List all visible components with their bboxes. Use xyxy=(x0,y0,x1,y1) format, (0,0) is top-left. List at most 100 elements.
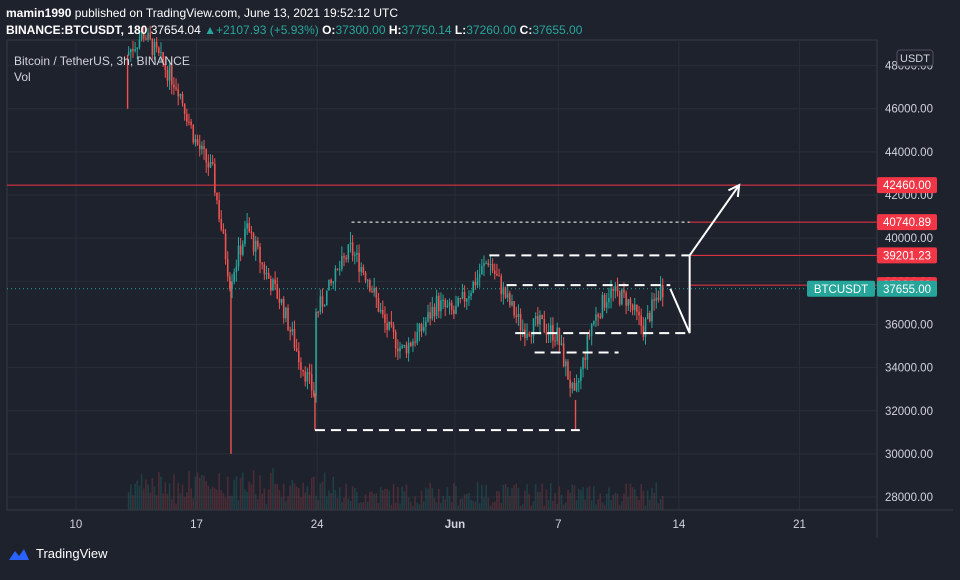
y-tick-label: 40000.00 xyxy=(885,233,933,245)
volume-bar xyxy=(151,478,154,510)
candle-body xyxy=(610,288,612,298)
y-tick-label: 34000.00 xyxy=(885,363,933,375)
candle-body xyxy=(502,287,505,295)
volume-bar xyxy=(207,485,210,510)
volume-bar xyxy=(541,483,543,510)
volume-bar xyxy=(196,472,199,510)
candle-body xyxy=(203,145,205,150)
candle-body xyxy=(211,161,214,164)
volume-bar xyxy=(226,476,229,510)
candle-body xyxy=(205,149,207,163)
footer-brand[interactable]: TradingView xyxy=(8,546,108,561)
volume-bar xyxy=(297,488,300,510)
candle-body xyxy=(261,262,263,265)
volume-bar xyxy=(465,494,468,510)
candle-body xyxy=(394,331,397,349)
arrow-head-icon xyxy=(727,183,741,198)
volume-bar xyxy=(252,470,255,510)
candle-body xyxy=(612,288,615,291)
volume-bar xyxy=(261,493,263,510)
volume-bar xyxy=(416,502,419,510)
volume-bar xyxy=(310,477,313,510)
volume-bar xyxy=(179,493,182,510)
y-tick-label: 32000.00 xyxy=(885,406,933,418)
volume-bar xyxy=(552,500,554,510)
volume-bar xyxy=(567,489,569,510)
volume-bar xyxy=(547,499,550,510)
volume-bar xyxy=(418,504,421,510)
volume-bar xyxy=(427,488,429,510)
volume-bar xyxy=(453,483,455,510)
volume-bar xyxy=(612,494,615,510)
volume-bar xyxy=(472,500,475,510)
volume-bar xyxy=(437,488,440,510)
candle-body xyxy=(149,32,152,39)
candle-body xyxy=(280,298,283,303)
volume-bar xyxy=(597,499,599,510)
candle-body xyxy=(341,256,343,270)
volume-bar xyxy=(317,500,319,510)
y-tick-label: 30000.00 xyxy=(885,449,933,461)
candle-body xyxy=(491,264,494,271)
candle-body xyxy=(541,314,543,320)
volume-bar xyxy=(145,479,147,510)
candle-body xyxy=(657,297,660,300)
candle-body xyxy=(474,281,477,286)
candle-body xyxy=(381,309,384,315)
candle-body xyxy=(181,94,184,104)
candle-body xyxy=(588,335,591,337)
volume-bar xyxy=(239,477,242,510)
candle-body xyxy=(175,87,177,90)
volume-bar xyxy=(517,487,520,510)
candle-body xyxy=(239,245,242,255)
candle-body xyxy=(633,304,636,311)
volume-bar xyxy=(573,485,576,510)
candle-body xyxy=(506,293,509,298)
volume-bar xyxy=(384,488,386,510)
candle-body xyxy=(291,329,294,332)
candle-body xyxy=(425,321,427,327)
candle-body xyxy=(287,307,289,330)
candle-body xyxy=(155,41,158,48)
drawing-annotations[interactable] xyxy=(314,183,741,432)
volume-bar xyxy=(653,492,655,510)
candle-body xyxy=(409,342,412,346)
candle-body xyxy=(220,219,223,230)
volume-bar xyxy=(521,504,524,510)
candle-body xyxy=(433,307,436,316)
volume-bar xyxy=(201,474,203,510)
candle-body xyxy=(345,257,347,260)
volume-bar xyxy=(519,505,522,510)
candle-body xyxy=(659,284,662,300)
candle-body xyxy=(562,343,565,367)
volume-bar xyxy=(244,489,246,510)
volume-bar xyxy=(392,483,395,510)
y-tick-label: 28000.00 xyxy=(885,492,933,504)
candle-body xyxy=(556,327,559,341)
candle-body xyxy=(209,161,212,168)
candle-body xyxy=(399,347,401,352)
volume-bar xyxy=(405,484,408,510)
volume-bar xyxy=(496,490,498,510)
volume-bar xyxy=(183,496,186,510)
volume-bar xyxy=(341,501,343,510)
volume-bar xyxy=(489,505,492,510)
candle-body xyxy=(543,319,546,333)
author-name[interactable]: mamin1990 xyxy=(6,6,72,20)
candle-body xyxy=(593,320,595,325)
volume-bar xyxy=(351,486,354,510)
volume-bar xyxy=(590,500,593,510)
volume-bar xyxy=(343,497,345,510)
volume-bar xyxy=(248,481,251,510)
volume-bar xyxy=(381,490,384,510)
candle-body xyxy=(310,373,313,391)
candle-body xyxy=(629,299,632,305)
y-tick-label: 44000.00 xyxy=(885,147,933,159)
candle-body xyxy=(371,291,373,293)
volume-bar xyxy=(470,499,472,510)
volume-bar xyxy=(308,495,311,510)
volume-bar xyxy=(644,505,647,510)
price-badges: 42460.0040740.8939201.2337823.6337655.00… xyxy=(807,49,937,297)
